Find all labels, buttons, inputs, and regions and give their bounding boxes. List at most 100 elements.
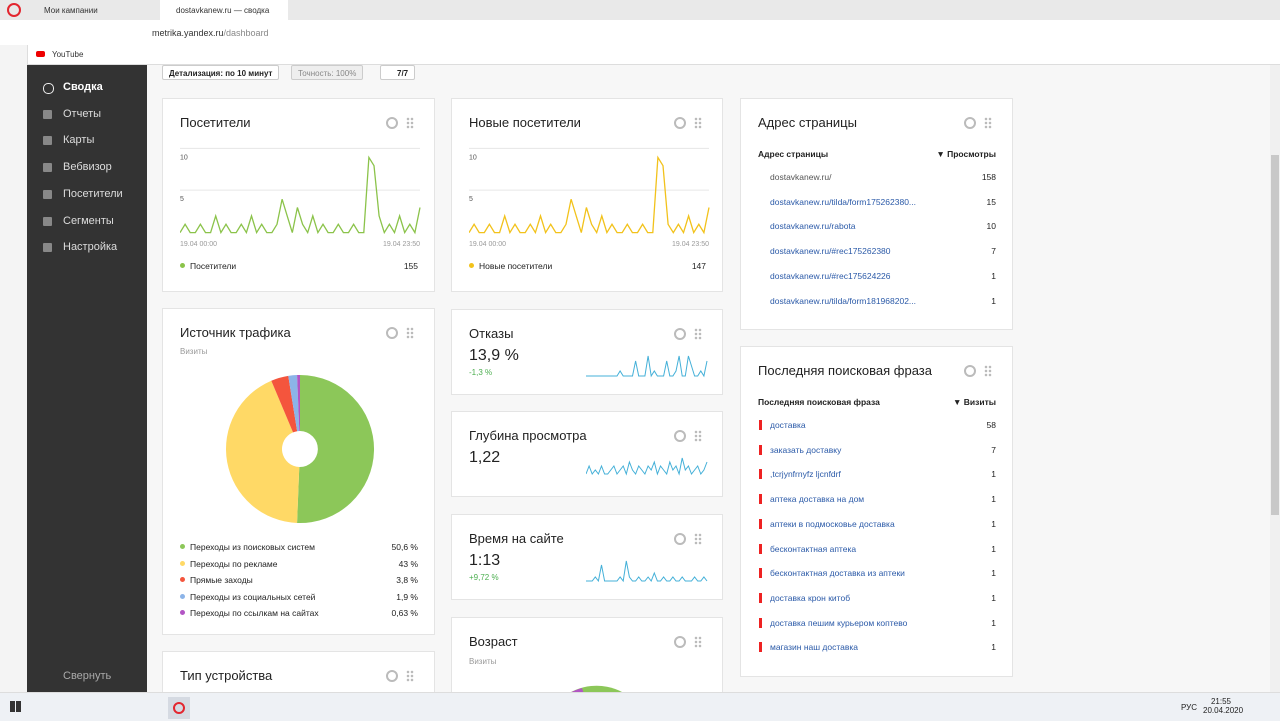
card-title: Время на сайте	[469, 531, 564, 546]
row-value: 58	[986, 420, 996, 430]
menu-icon	[43, 163, 52, 173]
depth-card: Глубина просмотра 1,22	[451, 411, 723, 497]
menu-label: Сегменты	[63, 214, 114, 227]
row-value: 1	[991, 270, 996, 281]
card-title: Глубина просмотра	[469, 428, 587, 443]
metrika-sidebar	[27, 65, 147, 692]
row-label[interactable]: доставка крон китоб	[770, 592, 851, 603]
start-button[interactable]	[10, 701, 21, 712]
sparkline-line	[586, 355, 708, 378]
taskbar-app[interactable]	[168, 697, 190, 719]
row-label[interactable]: бесконтактная аптека	[770, 543, 857, 554]
row-label[interactable]: dostavkanew.ru/	[770, 172, 832, 182]
row-label[interactable]: заказать доставку	[770, 444, 842, 455]
gear-icon	[386, 117, 398, 129]
widget-tools[interactable]	[674, 533, 704, 545]
opera-sidebar	[0, 45, 28, 692]
collapse[interactable]: Свернуть	[63, 670, 112, 682]
detail-button[interactable]: Детализация: по 10 минут	[162, 65, 280, 80]
menu-label: Настройка	[63, 241, 118, 254]
gear-icon	[964, 117, 976, 129]
menu-icon	[43, 109, 52, 119]
line	[469, 155, 710, 235]
x-label: 19.04 23:50	[383, 241, 420, 248]
bookmark[interactable]: YouTube	[52, 50, 84, 59]
row-label[interactable]: магазин наш доставка	[770, 642, 859, 653]
gear-icon	[674, 533, 686, 545]
card-title: Новые посетители	[469, 115, 581, 130]
row-value: 1	[991, 617, 996, 628]
legend-total: 155	[403, 261, 418, 271]
time: 21:55	[1210, 697, 1232, 706]
widget-tools[interactable]	[674, 636, 704, 648]
time-card: Время на сайте 1:13 +9,72 %	[451, 514, 723, 600]
row-label[interactable]: аптека доставка на дом	[770, 494, 865, 505]
legend-dot	[180, 577, 185, 583]
column-header: ▼ Просмотры	[936, 149, 996, 159]
pie-slice	[297, 375, 300, 432]
widget-tools[interactable]	[386, 670, 416, 682]
legend-label: Переходы по рекламе	[190, 558, 278, 569]
yandex-icon	[759, 420, 762, 430]
menu-label: Карты	[63, 134, 95, 147]
grip-icon	[694, 533, 702, 545]
value-label: 1,9 %	[396, 591, 418, 602]
grip-icon	[984, 117, 992, 129]
grip-icon	[984, 365, 992, 377]
url[interactable]: metrika.yandex.ru/dashboard	[152, 28, 269, 38]
widget-tools[interactable]	[386, 327, 416, 339]
row-value: 1	[991, 543, 996, 554]
menu-icon	[43, 216, 52, 226]
row-label[interactable]: доставка пешим курьером коптево	[770, 617, 908, 628]
row-value: 7	[991, 444, 996, 455]
accuracy-button[interactable]: Точность: 100%	[291, 65, 364, 80]
widget-tools[interactable]	[674, 117, 704, 129]
new-visitors-card: Новые посетители 5 10 19.04 00:00 19.04 23:5…	[451, 98, 723, 292]
row-value: 1	[991, 592, 996, 603]
gear-icon	[674, 117, 686, 129]
legend-dot	[180, 544, 185, 549]
row-label[interactable]: dostavkanew.ru/tilda/form175262380...	[770, 196, 917, 207]
menu-item[interactable]: Отчеты	[43, 108, 143, 122]
row-label[interactable]: аптеки в подмосковье доставка	[770, 518, 895, 529]
yandex-icon	[759, 494, 762, 505]
widget-tools[interactable]	[674, 328, 704, 340]
metric-change: +9,72 %	[469, 573, 499, 582]
menu-item[interactable]: Вебвизор	[43, 161, 143, 175]
menu-item[interactable]: Настройка	[43, 241, 143, 255]
row-label[interactable]: dostavkanew.ru/rabota	[770, 221, 856, 232]
row-label[interactable]: доставка	[770, 420, 806, 430]
menu-item[interactable]: Сводка	[43, 81, 143, 95]
grip-icon	[406, 117, 414, 129]
card-title: Тип устройства	[180, 668, 273, 683]
tab[interactable]: dostavkanew.ru — сводка	[176, 6, 270, 15]
segments-button[interactable]: 7/7	[380, 65, 416, 80]
language[interactable]: РУС	[1181, 703, 1198, 712]
sparkline	[586, 457, 708, 476]
widget-tools[interactable]	[964, 117, 994, 129]
menu-item[interactable]: Карты	[43, 134, 143, 148]
widget-tools[interactable]	[964, 365, 994, 377]
yandex-icon	[759, 518, 762, 529]
line-chart: 5 10 19.04 00:00 19.04 23:50	[180, 147, 421, 248]
row-label[interactable]: бесконтактная доставка из аптеки	[770, 568, 905, 579]
menu-item[interactable]: Сегменты	[43, 215, 143, 229]
x-label: 19.04 00:00	[469, 241, 506, 248]
clock[interactable]: 21:55 20.04.2020	[1203, 697, 1243, 715]
row-label[interactable]: dostavkanew.ru/#rec175624226	[770, 270, 891, 281]
menu-item[interactable]: Посетители	[43, 188, 143, 202]
widget-tools[interactable]	[386, 117, 416, 129]
metric-value: 13,9 %	[469, 347, 519, 364]
row-label[interactable]: ,tcrjynfrnyfz ljcnfdrf	[770, 469, 841, 480]
legend-label: Переходы из социальных сетей	[190, 591, 316, 602]
row-label[interactable]: dostavkanew.ru/tilda/form181968202...	[770, 295, 917, 306]
widget-tools[interactable]	[674, 430, 704, 442]
grip-icon	[694, 636, 702, 648]
row-label[interactable]: dostavkanew.ru/#rec175262380	[770, 246, 891, 257]
menu-label: Отчеты	[63, 107, 102, 120]
tab[interactable]: Мои кампании	[44, 6, 98, 15]
yandex-icon	[759, 543, 762, 554]
opera-logo	[0, 3, 27, 17]
column-header: Последняя поисковая фраза	[758, 397, 880, 407]
active-tab[interactable]	[160, 0, 288, 20]
